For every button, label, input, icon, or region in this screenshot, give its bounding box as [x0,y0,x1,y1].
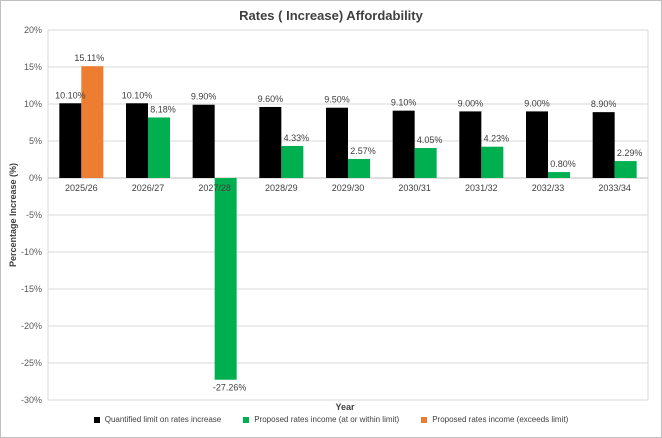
category-label: 2030/31 [398,183,431,193]
y-tick-label: -5% [26,210,42,220]
legend-swatch-within [243,416,250,423]
data-label-limit: 10.10% [122,90,153,100]
y-tick-label: -15% [21,284,42,294]
y-tick-label: 20% [24,25,42,35]
bar-limit [526,111,548,178]
legend-item-exceeds: Proposed rates income (exceeds limit) [421,415,568,424]
bar-limit [459,111,482,178]
grid-lines [47,29,649,401]
legend-label-limit: Quantified limit on rates increase [104,415,222,424]
y-tick-label: 5% [29,136,42,146]
y-tick-labels: 20% 15% 10% 5% 0% -5% -10% -15% -20% -25% -30% [21,25,42,405]
legend-item-limit: Quantified limit on rates increase [93,415,222,424]
bar-within-limit [414,148,437,178]
bar-within-limit [148,117,170,178]
data-label-within-limit: 4.05% [417,135,443,145]
y-tick-label: 10% [24,99,42,109]
legend-swatch-limit [93,416,100,423]
category-label: 2027/28 [198,183,231,193]
data-label-within-limit: 0.80% [550,159,576,169]
y-tick-label: -30% [21,395,42,405]
data-label-limit: 10.10% [55,90,86,100]
bar-within-limit [214,178,237,380]
bar-within-limit [281,145,304,178]
bars [59,66,637,380]
data-label-exceeds-limit: 15.11% [74,53,104,63]
data-labels: 10.10% 15.11% 10.10% 8.18% 9.90% -27.26% 9.60%… [55,53,642,393]
bar-limit [126,103,148,178]
y-axis-title: Percentage Increase (%) [8,163,18,267]
category-label: 2025/26 [65,183,98,193]
data-label-within-limit: -27.26% [213,383,247,393]
data-label-within-limit: 2.29% [617,148,643,158]
y-tick-label: -10% [21,247,42,257]
category-label: 2032/33 [532,183,565,193]
bar-limit [592,112,615,178]
data-label-within-limit: 8.18% [150,104,176,114]
data-label-within-limit: 4.23% [484,134,510,144]
category-label: 2031/32 [465,183,498,193]
data-label-limit: 9.90% [191,92,217,102]
bar-limit [259,106,282,178]
category-label: 2028/29 [265,183,298,193]
data-label-within-limit: 4.33% [284,133,310,143]
data-label-limit: 9.10% [391,98,417,108]
y-tick-label: -20% [21,321,42,331]
y-tick-label: -25% [21,358,42,368]
x-axis-title: Year [335,402,355,412]
bar-limit [326,107,348,178]
legend-label-exceeds: Proposed rates income (exceeds limit) [432,415,569,424]
data-label-limit: 9.60% [258,94,284,104]
data-label-limit: 9.50% [324,95,350,105]
bar-limit [192,104,215,178]
bar-within-limit [614,161,637,178]
bar-within-limit [348,158,370,178]
bar-within-limit [481,146,504,178]
bar-exceeds-limit [81,66,104,178]
legend-swatch-exceeds [421,416,428,423]
y-tick-label: 0% [29,173,42,183]
legend-item-within: Proposed rates income (at or within limi… [243,415,399,424]
bar-within-limit [548,172,570,178]
category-label: 2029/30 [332,183,365,193]
legend: Quantified limit on rates increase Propo… [0,415,662,424]
bar-limit [392,110,415,178]
data-label-limit: 9.00% [524,98,550,108]
chart-title: Rates ( Increase) Affordability [239,8,423,23]
data-label-within-limit: 2.57% [350,146,376,156]
data-label-limit: 8.90% [591,99,617,109]
category-label: 2033/34 [598,183,631,193]
data-label-limit: 9.00% [458,98,484,108]
bar-limit [59,103,82,178]
category-label: 2026/27 [132,183,165,193]
category-labels: 2025/26 2026/27 2027/28 2028/29 2029/30 2030/… [65,183,631,193]
legend-label-within: Proposed rates income (at or within limi… [254,415,400,424]
y-tick-label: 15% [24,62,42,72]
